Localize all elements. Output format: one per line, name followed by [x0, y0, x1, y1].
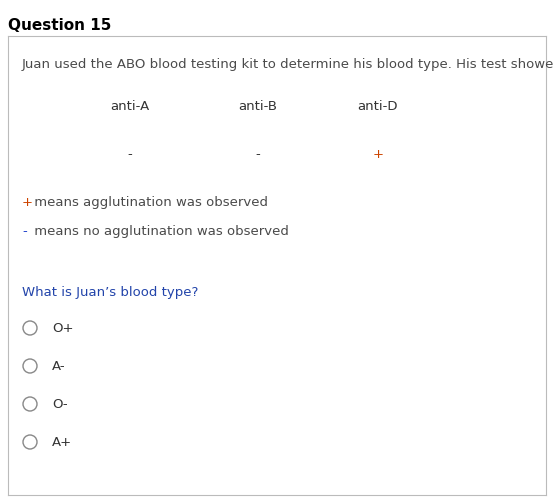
Text: means agglutination was observed: means agglutination was observed: [30, 196, 268, 209]
Text: +: +: [22, 196, 33, 209]
Text: anti-D: anti-D: [358, 100, 398, 113]
Text: Juan used the ABO blood testing kit to determine his blood type. His test showed: Juan used the ABO blood testing kit to d…: [22, 58, 554, 71]
Text: means no agglutination was observed: means no agglutination was observed: [30, 225, 289, 238]
Text: +: +: [372, 148, 383, 161]
Text: anti-A: anti-A: [110, 100, 150, 113]
Text: O+: O+: [52, 322, 74, 335]
Text: -: -: [127, 148, 132, 161]
Text: What is Juan’s blood type?: What is Juan’s blood type?: [22, 286, 198, 299]
Text: O-: O-: [52, 398, 68, 411]
Text: A+: A+: [52, 436, 72, 449]
Text: A-: A-: [52, 360, 65, 373]
Circle shape: [23, 359, 37, 373]
Text: Question 15: Question 15: [8, 18, 111, 33]
Circle shape: [23, 321, 37, 335]
Text: -: -: [22, 225, 27, 238]
Circle shape: [23, 397, 37, 411]
Text: anti-B: anti-B: [239, 100, 278, 113]
Circle shape: [23, 435, 37, 449]
Text: -: -: [255, 148, 260, 161]
